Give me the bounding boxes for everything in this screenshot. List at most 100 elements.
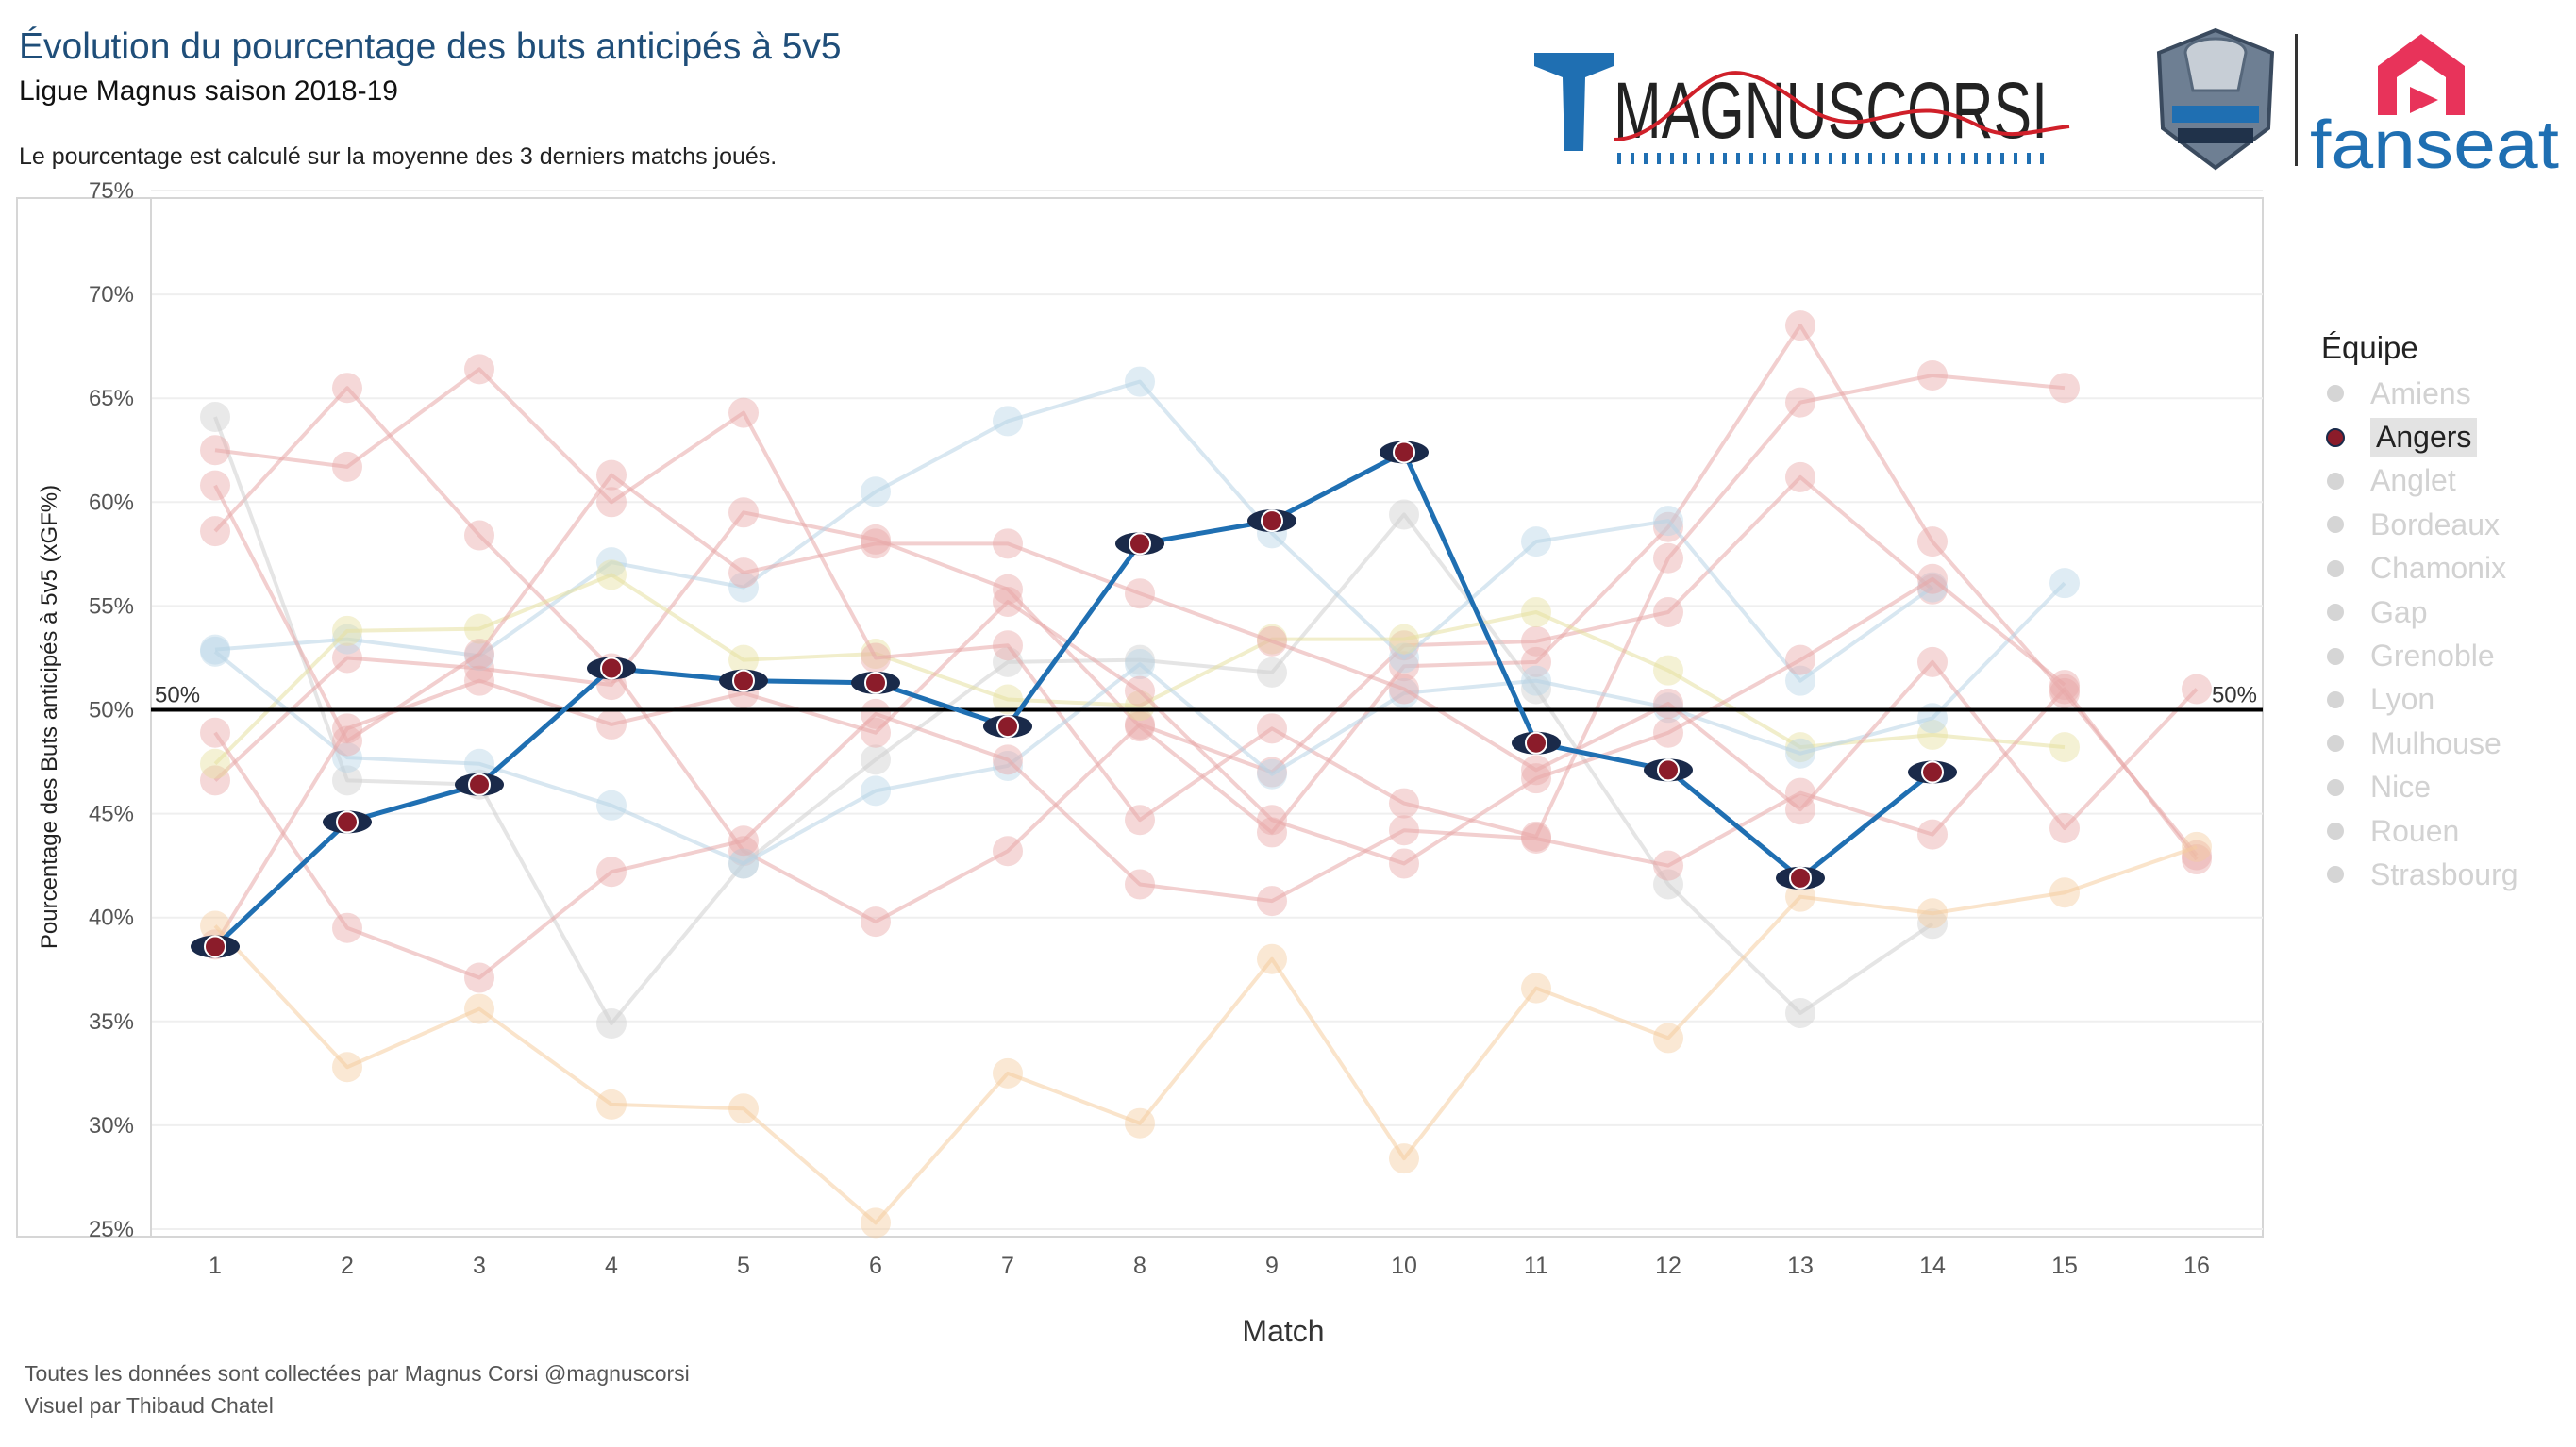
x-tick-label: 8 [1133, 1253, 1146, 1279]
magnuscorsi-logo: MAGNUSCORSI [1527, 36, 2074, 168]
y-tick-label: 25% [89, 1217, 134, 1242]
data-point [1257, 625, 1287, 657]
data-point [332, 713, 362, 744]
data-point [1521, 646, 1551, 677]
x-tick-label: 16 [2183, 1253, 2210, 1279]
legend-item-nice[interactable]: Nice [2321, 766, 2518, 809]
data-point [1389, 788, 1419, 819]
data-point [1917, 898, 1948, 929]
x-tick-label: 6 [869, 1253, 882, 1279]
legend-item-grenoble[interactable]: Grenoble [2321, 634, 2518, 677]
x-tick-label: 9 [1265, 1253, 1279, 1279]
faded-team-series [200, 310, 2212, 1239]
series-line [213, 576, 2066, 946]
series-line [213, 687, 2199, 980]
data-point-emblem [204, 935, 226, 958]
data-point [993, 574, 1023, 605]
data-point-emblem [600, 657, 623, 680]
series-line [214, 379, 1934, 683]
data-point [332, 615, 362, 646]
data-point [861, 528, 891, 559]
series-line [213, 416, 1934, 1026]
legend-item-label: Amiens [2370, 375, 2471, 410]
data-point [1653, 511, 1683, 542]
series-gap [200, 559, 2080, 779]
x-axis-title: Match [1242, 1314, 1324, 1348]
data-point [1917, 563, 1948, 594]
legend-item-bordeaux[interactable]: Bordeaux [2321, 503, 2518, 546]
fanseat-logo: fanseat [2308, 28, 2563, 183]
legend-items: Amiens Angers Anglet Bordeaux Chamonix Gap Gre… [2321, 372, 2518, 897]
team-logo-icon [2321, 598, 2350, 626]
data-point [1653, 506, 1683, 537]
data-point [861, 642, 891, 674]
data-point [1389, 1143, 1419, 1174]
data-point [1653, 850, 1683, 881]
series-bordeaux [200, 310, 2212, 871]
data-point [1653, 692, 1683, 724]
data-point [1785, 738, 1815, 769]
data-point [1125, 869, 1155, 900]
data-point [1785, 644, 1815, 675]
legend-item-angers[interactable]: Angers [2321, 415, 2518, 458]
data-point [1521, 665, 1551, 696]
series-line [213, 573, 2066, 766]
series-anglet [200, 402, 1948, 1040]
data-point [200, 470, 230, 501]
data-point [596, 708, 627, 740]
data-point [1917, 526, 1948, 557]
data-point [1389, 815, 1419, 846]
data-point-emblem [1393, 441, 1415, 464]
legend-item-gap[interactable]: Gap [2321, 590, 2518, 634]
legend-item-anglet[interactable]: Anglet [2321, 459, 2518, 503]
data-point [728, 825, 759, 857]
legend-item-strasbourg[interactable]: Strasbourg [2321, 853, 2518, 896]
series-line [213, 581, 2066, 866]
legend-item-lyon[interactable]: Lyon [2321, 678, 2518, 722]
data-point [1653, 869, 1683, 900]
data-point [1785, 461, 1815, 492]
data-point [1125, 805, 1155, 836]
series-line [213, 386, 1934, 924]
x-tick-label: 5 [737, 1253, 750, 1279]
x-tick-label: 3 [473, 1253, 486, 1279]
reference-label-left: 50% [155, 683, 200, 708]
data-point [596, 1008, 627, 1040]
data-point [861, 906, 891, 938]
x-tick-label: 15 [2051, 1253, 2078, 1279]
series-chamonix [200, 366, 1948, 696]
data-point [2049, 373, 2080, 404]
x-tick-label: 12 [1655, 1253, 1681, 1279]
data-point [1521, 821, 1551, 852]
legend-item-label: Gap [2370, 594, 2428, 629]
legend-item-amiens[interactable]: Amiens [2321, 372, 2518, 415]
team-logo-icon [2321, 686, 2350, 714]
y-tick-label: 60% [89, 490, 134, 515]
data-point [1521, 763, 1551, 794]
legend-item-label: Mulhouse [2370, 725, 2501, 760]
x-tick-label: 10 [1391, 1253, 1417, 1279]
data-point [2049, 670, 2080, 701]
x-axis-ticks: 1 2 3 4 5 6 7 8 9 10 11 12 13 14 15 16 [209, 1253, 2210, 1279]
team-logo-icon [2321, 467, 2350, 495]
data-point [993, 586, 1023, 617]
legend-item-mulhouse[interactable]: Mulhouse [2321, 722, 2518, 765]
data-point-emblem [864, 671, 887, 694]
legend-item-rouen[interactable]: Rouen [2321, 809, 2518, 853]
legend-item-label: Nice [2370, 770, 2432, 805]
data-point [1257, 657, 1287, 688]
data-point [332, 451, 362, 482]
page-title: Évolution du pourcentage des buts antici… [19, 26, 842, 67]
data-point-emblem [468, 773, 491, 796]
data-point [1521, 526, 1551, 557]
series-line [214, 367, 2066, 839]
data-point [1653, 542, 1683, 574]
data-point-emblem [1525, 731, 1547, 755]
team-logo-icon [2321, 379, 2350, 407]
data-point [993, 406, 1023, 437]
data-point [861, 476, 891, 507]
legend-item-label: Rouen [2370, 813, 2460, 848]
data-point [993, 528, 1023, 559]
data-point [2182, 674, 2212, 705]
legend-item-chamonix[interactable]: Chamonix [2321, 547, 2518, 590]
